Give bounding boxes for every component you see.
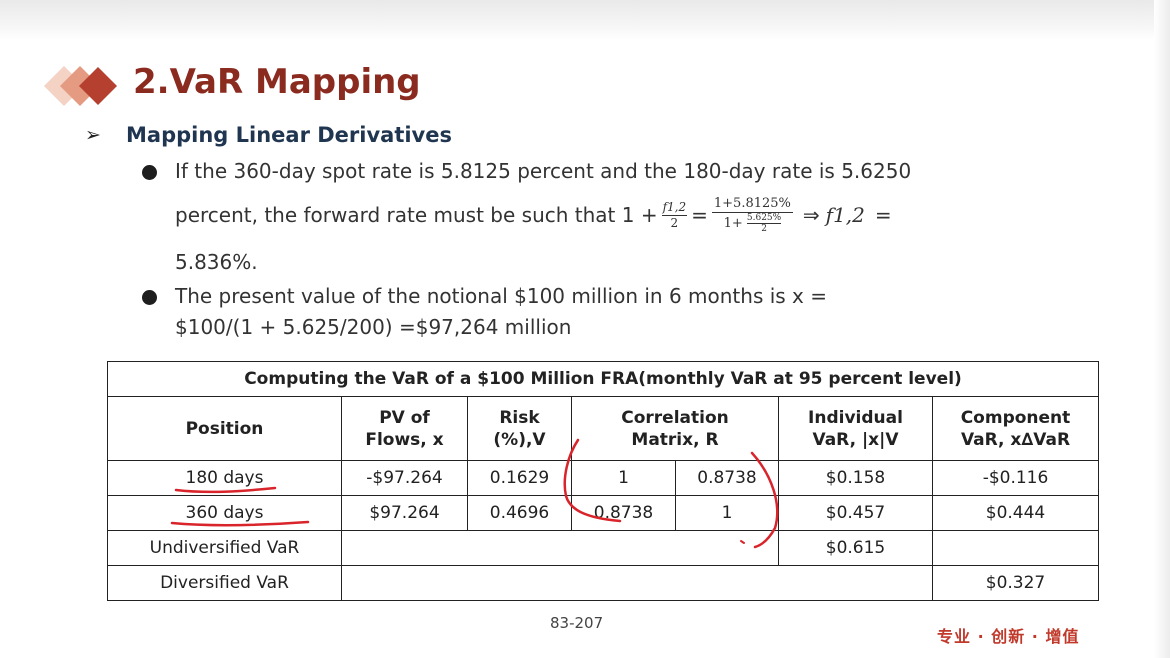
header-comp-line2: VaR, x∆VaR (960, 429, 1071, 450)
row1-corr1: 1 (571, 460, 676, 496)
undiversified-label: Undiversified VaR (107, 530, 342, 566)
header-risk: Risk (%),V (467, 396, 572, 461)
header-position: Position (107, 396, 342, 461)
header-correlation: Correlation Matrix, R (571, 396, 779, 461)
implies-sign: ⇒ (802, 203, 820, 227)
row1-risk: 0.1629 (467, 460, 572, 496)
row2-individual: $0.457 (778, 495, 933, 531)
bullet1-line2: percent, the forward rate must be such t… (175, 196, 892, 234)
bullet1-line2-text: percent, the forward rate must be such t… (175, 203, 658, 227)
bullet2-line2: $100/(1 + 5.625/200) =$97,264 million (175, 315, 572, 339)
diversified-label: Diversified VaR (107, 565, 342, 601)
bullet1-line3: 5.836%. (175, 250, 258, 274)
equals-sign: = (691, 203, 708, 227)
right-shadow-band (1154, 0, 1170, 658)
header-risk-line1: Risk (499, 407, 540, 428)
header-ind-line1: Individual (808, 407, 903, 428)
row1-pv: -$97.264 (341, 460, 468, 496)
forward-rate-fraction: f1,2 2 (661, 199, 688, 231)
row2-component: $0.444 (931, 495, 1100, 531)
row2-corr2: 1 (675, 495, 779, 531)
bullet-dot-icon (142, 165, 157, 180)
row2-position: 360 days (107, 495, 342, 531)
bullet-dot-icon (142, 290, 157, 305)
header-pv-line1: PV of (379, 407, 430, 428)
brand-slogan: 专业 · 创新 · 增值 (937, 627, 1080, 646)
inner-fraction-num: 5.625% (746, 213, 782, 224)
header-individual-var: Individual VaR, |x|V (778, 396, 933, 461)
row2-risk: 0.4696 (467, 495, 572, 531)
bullet2-line1: The present value of the notional $100 m… (175, 284, 828, 308)
top-shadow-band (0, 0, 1170, 40)
rate-ratio-denominator: 1+ 5.625% 2 (712, 213, 793, 234)
diversified-value: $0.327 (931, 565, 1100, 601)
forward-rate-numerator: f1,2 (661, 199, 688, 216)
row1-individual: $0.158 (778, 460, 933, 496)
header-risk-line2: (%),V (493, 429, 546, 450)
row2-pv: $97.264 (341, 495, 468, 531)
table-row: Undiversified VaR $0.615 (107, 530, 1100, 566)
header-comp-line1: Component (960, 407, 1071, 428)
header-pv-line2: Flows, x (365, 429, 444, 450)
header-ind-line2: VaR, |x|V (812, 429, 899, 450)
table-caption: Computing the VaR of a $100 Million FRA(… (106, 361, 1100, 397)
page-number: 83-207 (550, 614, 604, 632)
diamond-logo-icon (44, 66, 117, 106)
slide-title: 2.VaR Mapping (133, 62, 421, 102)
diversified-blank (341, 565, 933, 601)
table-row: Diversified VaR $0.327 (107, 565, 1100, 601)
undiversified-blank (341, 530, 779, 566)
undiversified-value: $0.615 (778, 530, 933, 566)
header-pv: PV of Flows, x (341, 396, 468, 461)
table-row: 360 days $97.264 0.4696 0.8738 1 $0.457 … (107, 495, 1100, 531)
header-component-var: Component VaR, x∆VaR (931, 396, 1100, 461)
forward-rate-symbol: f1,2 (825, 203, 865, 227)
arrow-bullet-icon: ➢ (85, 124, 101, 146)
header-corr-line1: Correlation (621, 407, 729, 428)
row1-corr2: 0.8738 (675, 460, 779, 496)
undiversified-empty (931, 530, 1100, 566)
row2-corr1: 0.8738 (571, 495, 676, 531)
forward-rate-denominator: 2 (670, 215, 679, 230)
slide-subtitle: Mapping Linear Derivatives (126, 123, 452, 147)
rate-ratio-den-prefix: 1+ (723, 216, 743, 231)
row1-component: -$0.116 (931, 460, 1100, 496)
table-row: 180 days -$97.264 0.1629 1 0.8738 $0.158… (107, 460, 1100, 496)
header-corr-line2: Matrix, R (631, 429, 719, 450)
inner-fraction-den: 2 (761, 224, 767, 234)
equals-sign-2: = (874, 203, 892, 227)
var-table: Computing the VaR of a $100 Million FRA(… (106, 361, 1100, 601)
rate-ratio-fraction: 1+5.8125% 1+ 5.625% 2 (711, 196, 793, 234)
row1-position: 180 days (107, 460, 342, 496)
inner-fraction: 5.625% 2 (746, 213, 782, 234)
bullet1-line1: If the 360-day spot rate is 5.8125 perce… (175, 159, 912, 183)
rate-ratio-numerator: 1+5.8125% (711, 196, 793, 213)
